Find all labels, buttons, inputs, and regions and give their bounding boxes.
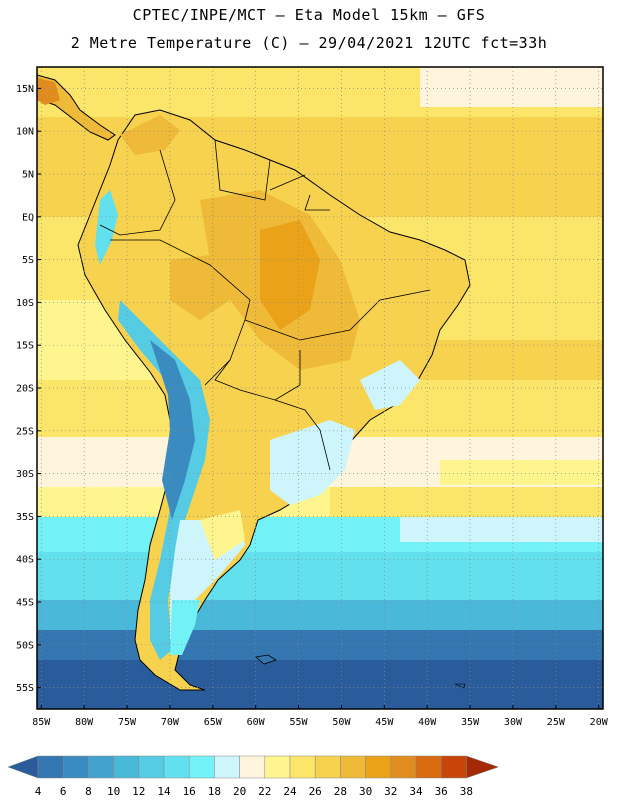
lat-tick-label: 10N bbox=[16, 127, 34, 138]
lat-tick-label: 5S bbox=[22, 255, 34, 266]
colorbar-segment bbox=[314, 755, 341, 779]
lon-tick-label: 85W bbox=[32, 717, 51, 728]
lon-tick-label: 40W bbox=[418, 717, 437, 728]
colorbar-label: 12 bbox=[132, 785, 145, 798]
lat-tick-label: 45S bbox=[16, 598, 34, 609]
lat-tick-label: 35S bbox=[16, 512, 34, 523]
colorbar-label: 36 bbox=[435, 785, 448, 798]
lon-tick-label: 20W bbox=[590, 717, 609, 728]
band-37s-44s bbox=[37, 552, 603, 600]
lon-tick-label: 80W bbox=[75, 717, 94, 728]
band-47s-51s bbox=[37, 630, 603, 660]
colorbar-label: 22 bbox=[258, 785, 271, 798]
colorbar-segment bbox=[289, 755, 316, 779]
colorbar-label: 34 bbox=[409, 785, 423, 798]
colorbar-label: 32 bbox=[384, 785, 397, 798]
colorbar-segment bbox=[37, 755, 64, 779]
lon-tick-label: 70W bbox=[161, 717, 180, 728]
lat-tick-label: 50S bbox=[16, 640, 34, 651]
colorbar-segment bbox=[138, 755, 165, 779]
colorbar-label: 14 bbox=[157, 785, 171, 798]
colorbar-segment bbox=[415, 755, 442, 779]
colorbar-label: 8 bbox=[85, 785, 92, 798]
colorbar-segment bbox=[365, 755, 392, 779]
lat-tick-label: 25S bbox=[16, 426, 34, 437]
colorbar-label: 16 bbox=[183, 785, 196, 798]
colorbar-segment bbox=[340, 755, 366, 779]
colorbar-arrow-right bbox=[466, 755, 500, 779]
colorbar-label: 28 bbox=[334, 785, 347, 798]
band-44s-47s bbox=[37, 600, 603, 630]
lat-tick-label: 55S bbox=[16, 683, 34, 694]
lon-tick-label: 25W bbox=[547, 717, 566, 728]
lon-tick-label: 30W bbox=[504, 717, 523, 728]
colorbar-label: 4 bbox=[35, 785, 42, 798]
colorbar-segment bbox=[62, 755, 89, 779]
lat-tick-label: 20S bbox=[16, 384, 34, 395]
lat-tick-label: 15S bbox=[16, 341, 34, 352]
colorbar: 4 6 8 10 12 14 16 18 20 22 24 26 28 30 32 34 36 38 bbox=[7, 755, 500, 798]
colorbar-label: 18 bbox=[208, 785, 221, 798]
colorbar-segment bbox=[88, 755, 114, 779]
lat-tick-label: 40S bbox=[16, 555, 34, 566]
colorbar-segment bbox=[188, 755, 215, 779]
band-south bbox=[37, 660, 603, 709]
colorbar-label: 6 bbox=[60, 785, 67, 798]
map-subtitle: 2 Metre Temperature (C) – 29/04/2021 12U… bbox=[70, 34, 548, 52]
lat-tick-label: 15N bbox=[16, 84, 34, 95]
map-title: CPTEC/INPE/MCT – Eta Model 15km – GFS bbox=[132, 6, 486, 24]
lat-tick-label: 30S bbox=[16, 469, 34, 480]
colorbar-segment bbox=[264, 755, 291, 779]
lon-tick-label: 60W bbox=[247, 717, 266, 728]
lon-tick-label: 55W bbox=[290, 717, 309, 728]
colorbar-label: 38 bbox=[460, 785, 473, 798]
colorbar-segment bbox=[239, 755, 266, 779]
lat-tick-label: 10S bbox=[16, 298, 34, 309]
colorbar-segment bbox=[163, 755, 190, 779]
colorbar-arrow-left bbox=[7, 755, 39, 779]
lat-tick-label: 5N bbox=[22, 170, 34, 181]
colorbar-label: 24 bbox=[283, 785, 297, 798]
longitude-labels: 85W 80W 75W 70W 65W 60W 55W 50W 45W 40W 35W 30W 25W 2… bbox=[32, 705, 609, 728]
colorbar-segment bbox=[214, 755, 240, 779]
colorbar-label: 10 bbox=[107, 785, 120, 798]
colorbar-segment bbox=[440, 755, 467, 779]
colorbar-segment bbox=[390, 755, 417, 779]
lon-tick-label: 35W bbox=[461, 717, 480, 728]
colorbar-label: 20 bbox=[233, 785, 246, 798]
colorbar-segment bbox=[113, 755, 140, 779]
lon-tick-label: 75W bbox=[118, 717, 137, 728]
colorbar-label: 30 bbox=[359, 785, 372, 798]
latitude-labels: 15N 10N 5N EQ 5S 10S 15S 20S 25S 30S 35S 40S 45S 50S 5… bbox=[16, 84, 41, 694]
colorbar-label: 26 bbox=[309, 785, 322, 798]
lat-tick-label: EQ bbox=[22, 212, 34, 223]
map-field bbox=[37, 67, 603, 709]
lon-tick-label: 50W bbox=[332, 717, 351, 728]
lon-tick-label: 45W bbox=[375, 717, 394, 728]
lon-tick-label: 65W bbox=[204, 717, 223, 728]
